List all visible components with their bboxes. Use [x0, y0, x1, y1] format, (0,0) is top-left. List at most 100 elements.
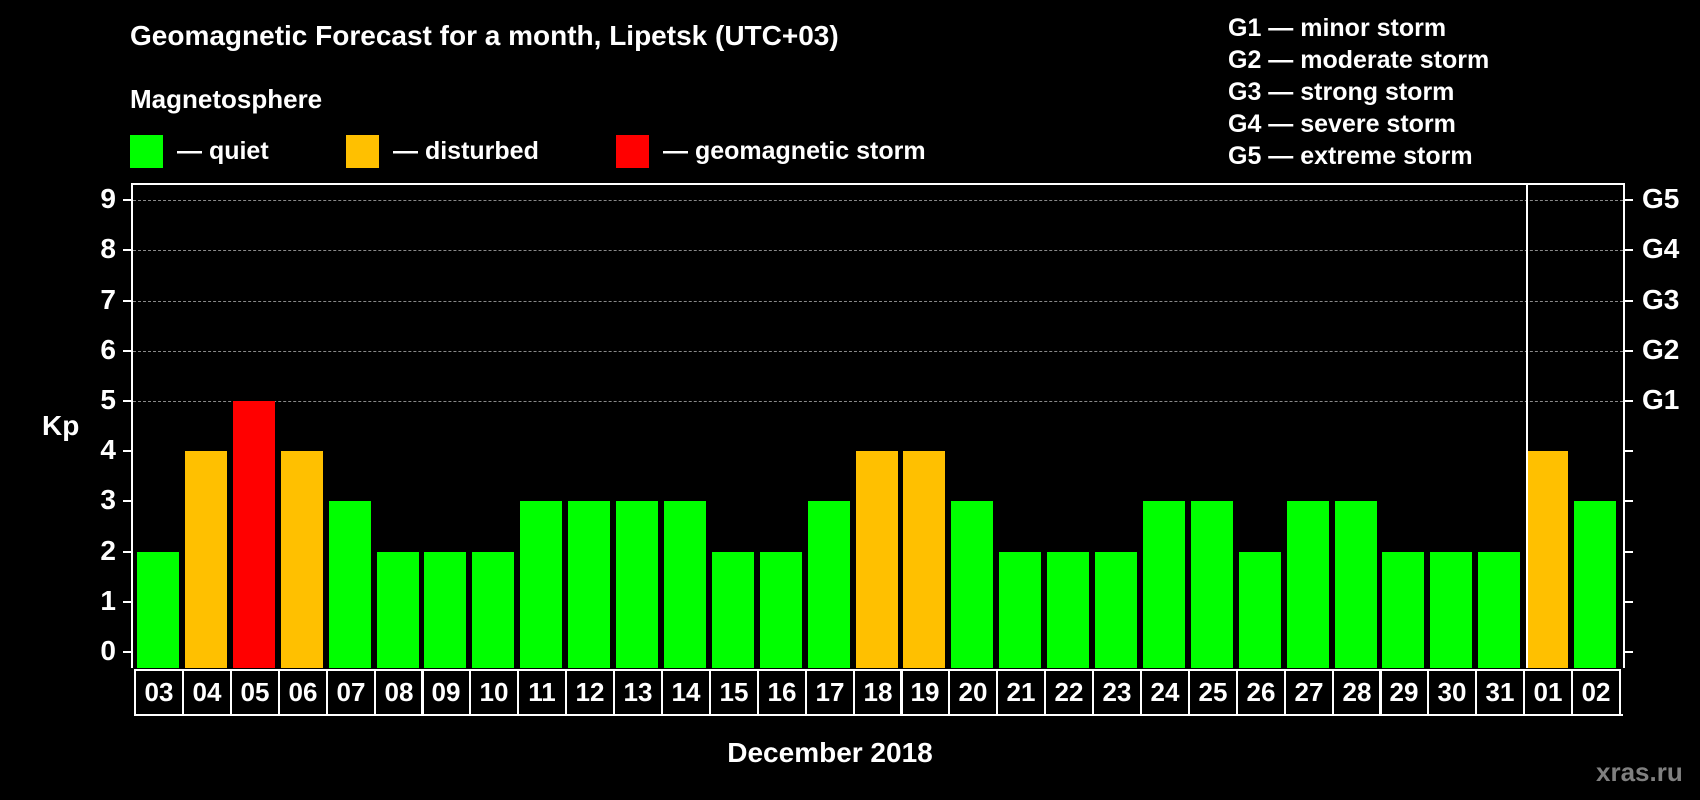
kp-bar: [903, 451, 945, 668]
day-axis-bottom-line: [135, 714, 1623, 716]
kp-bar: [1382, 552, 1424, 668]
day-label: 29: [1379, 669, 1429, 716]
kp-bar: [712, 552, 754, 668]
day-label: 05: [230, 669, 280, 716]
x-axis-label: December 2018: [727, 737, 933, 768]
plot-area: [131, 183, 1625, 668]
day-label: 01: [1523, 669, 1573, 716]
y-tick: [123, 551, 131, 553]
legend-label: — disturbed: [393, 136, 539, 165]
y-axis-label: Kp: [42, 410, 80, 441]
y-tick: [123, 400, 131, 402]
kp-bar: [424, 552, 466, 668]
y-tick-right: [1625, 601, 1633, 603]
day-label: 15: [709, 669, 759, 716]
y-tick-right: [1625, 450, 1633, 452]
grid-line: [133, 200, 1623, 201]
grid-line: [133, 250, 1623, 251]
storm-scale-g1: G1 — minor storm: [1228, 14, 1447, 42]
y-tick-label: 2: [100, 535, 116, 566]
y-tick-right: [1625, 300, 1633, 302]
day-label: 19: [900, 669, 950, 716]
legend-heading: Magnetosphere: [130, 84, 323, 114]
day-label: 13: [613, 669, 663, 716]
g-scale-label: G5: [1642, 183, 1680, 214]
kp-bar: [1287, 501, 1329, 668]
day-label: 26: [1236, 669, 1286, 716]
y-tick: [123, 350, 131, 352]
storm-swatch: [616, 134, 649, 168]
y-tick-label: 6: [100, 334, 116, 365]
kp-bar: [472, 552, 514, 668]
kp-bar: [1574, 501, 1616, 668]
storm-scale-g2: G2 — moderate storm: [1228, 46, 1490, 74]
y-tick: [123, 300, 131, 302]
kp-bar: [999, 552, 1041, 668]
y-tick-label: 8: [100, 233, 116, 264]
kp-bar: [377, 552, 419, 668]
kp-bar: [1430, 552, 1472, 668]
legend-item-storm: — geomagnetic storm: [616, 134, 926, 168]
day-label: 11: [517, 669, 567, 716]
day-label: 03: [134, 669, 184, 716]
legend-item-disturbed: — disturbed: [346, 134, 539, 168]
day-label: 16: [757, 669, 807, 716]
y-tick: [123, 500, 131, 502]
y-tick-right: [1625, 350, 1633, 352]
y-tick-label: 5: [100, 384, 116, 415]
day-label: 08: [374, 669, 424, 716]
day-label: 14: [661, 669, 711, 716]
kp-bar: [185, 451, 227, 668]
y-tick-label: 1: [100, 585, 116, 616]
day-label: 25: [1188, 669, 1238, 716]
kp-bar: [1143, 501, 1185, 668]
y-tick: [123, 601, 131, 603]
day-label: 31: [1475, 669, 1525, 716]
kp-bar: [856, 451, 898, 668]
day-label: 17: [805, 669, 855, 716]
day-label: 10: [469, 669, 519, 716]
y-tick-right: [1625, 199, 1633, 201]
disturbed-swatch: [346, 134, 379, 168]
kp-bar: [664, 501, 706, 668]
g-scale-label: G4: [1642, 233, 1680, 264]
g-scale-label: G2: [1642, 334, 1680, 365]
grid-line: [133, 401, 1623, 402]
day-label: 24: [1140, 669, 1190, 716]
kp-bar: [808, 501, 850, 668]
y-tick-label: 0: [100, 635, 116, 666]
g-scale-label: G3: [1642, 284, 1680, 315]
legend-item-quiet: — quiet: [130, 134, 269, 168]
kp-bar: [1047, 552, 1089, 668]
kp-bar: [1335, 501, 1377, 668]
kp-bar: [951, 501, 993, 668]
kp-bar: [233, 401, 275, 668]
kp-bar: [137, 552, 179, 668]
day-label: 02: [1571, 669, 1621, 716]
storm-scale-g3: G3 — strong storm: [1228, 78, 1455, 106]
watermark: xras.ru: [1596, 757, 1683, 787]
storm-scale-g5: G5 — extreme storm: [1228, 142, 1473, 170]
storm-scale-g4: G4 — severe storm: [1228, 110, 1456, 138]
y-tick-right: [1625, 249, 1633, 251]
y-tick-right: [1625, 400, 1633, 402]
y-tick: [123, 651, 131, 653]
y-tick: [123, 249, 131, 251]
day-label: 20: [948, 669, 998, 716]
storm-scale-list: G1 — minor storm G2 — moderate storm G3 …: [1228, 12, 1489, 172]
day-label: 21: [996, 669, 1046, 716]
kp-bar: [1478, 552, 1520, 668]
y-tick-right: [1625, 651, 1633, 653]
y-tick-label: 4: [100, 434, 116, 465]
day-label: 04: [182, 669, 232, 716]
grid-line: [133, 351, 1623, 352]
legend-label: — geomagnetic storm: [663, 136, 926, 165]
kp-bar: [1191, 501, 1233, 668]
kp-bar: [281, 451, 323, 668]
day-label: 23: [1092, 669, 1142, 716]
y-tick-label: 9: [100, 183, 116, 214]
kp-bar: [1526, 451, 1568, 668]
day-label: 07: [326, 669, 376, 716]
y-tick-label: 3: [100, 484, 116, 515]
y-tick-label: 7: [100, 284, 116, 315]
